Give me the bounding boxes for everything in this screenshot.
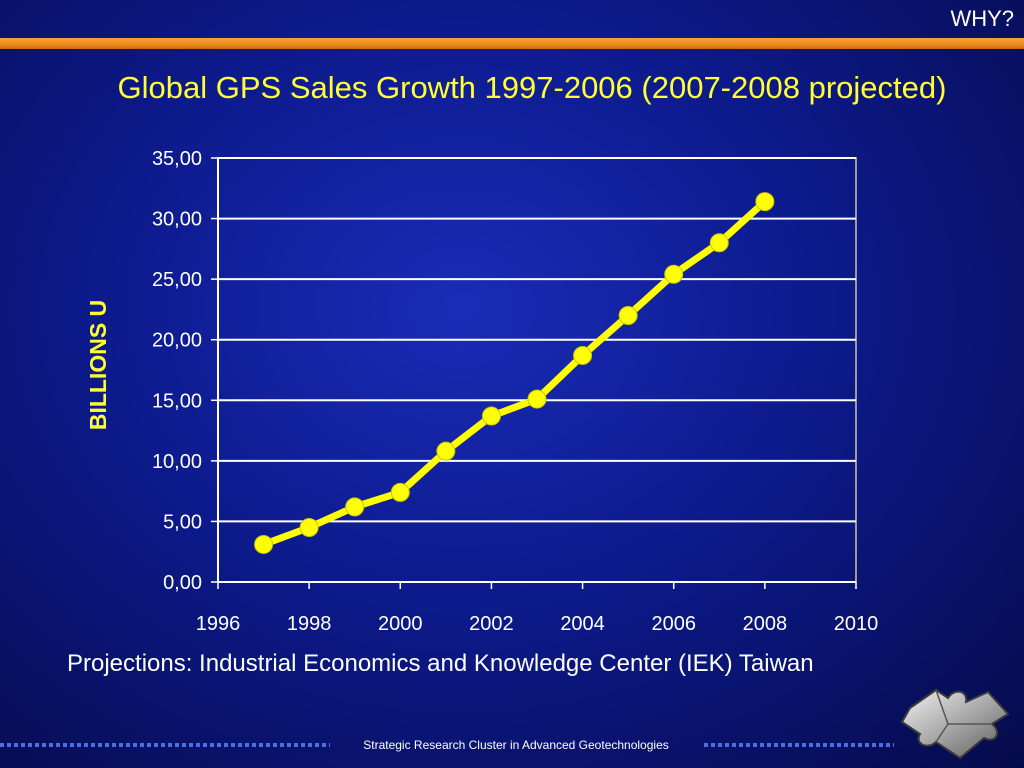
y-tick-label: 15,00 xyxy=(152,390,202,412)
data-point xyxy=(345,497,365,517)
data-point xyxy=(390,482,410,502)
x-tick-label: 2004 xyxy=(560,613,605,635)
slide-title: Global GPS Sales Growth 1997-2006 (2007-… xyxy=(117,70,947,105)
y-tick-label: 30,00 xyxy=(152,209,202,231)
footer-divider-right xyxy=(704,743,894,747)
data-point xyxy=(709,233,729,253)
x-tick-label: 2010 xyxy=(834,613,879,635)
footer-divider-left xyxy=(0,743,330,747)
x-tick-label: 1998 xyxy=(287,613,332,635)
x-tick-label: 2000 xyxy=(378,613,423,635)
y-tick-label: 35,00 xyxy=(152,148,202,170)
x-tick-label: 2008 xyxy=(743,613,788,635)
data-point xyxy=(618,305,638,325)
y-axis-label: BILLIONS U xyxy=(85,300,111,430)
data-point xyxy=(481,406,501,426)
y-tick-label: 25,00 xyxy=(152,269,202,291)
x-tick-label: 2002 xyxy=(469,613,514,635)
data-point xyxy=(299,517,319,537)
data-point xyxy=(755,192,775,212)
footer-text: Strategic Research Cluster in Advanced G… xyxy=(363,738,669,752)
plot-frame xyxy=(217,157,857,583)
y-tick-label: 20,00 xyxy=(152,330,202,352)
series-line xyxy=(260,198,769,548)
x-tick-label: 1996 xyxy=(196,613,241,635)
accent-bar xyxy=(0,38,1024,49)
y-tick-label: 0,00 xyxy=(163,572,202,594)
puzzle-logo-icon xyxy=(900,688,1010,760)
data-point xyxy=(254,534,274,554)
data-point xyxy=(573,345,593,365)
data-point xyxy=(436,441,456,461)
source-note: Projections: Industrial Economics and Kn… xyxy=(67,650,814,677)
y-tick-label: 5,00 xyxy=(163,511,202,533)
section-tag: WHY? xyxy=(950,6,1014,31)
y-tick-label: 10,00 xyxy=(152,451,202,473)
data-point xyxy=(527,389,547,409)
x-tick-label: 2006 xyxy=(651,613,696,635)
data-point xyxy=(664,264,684,284)
